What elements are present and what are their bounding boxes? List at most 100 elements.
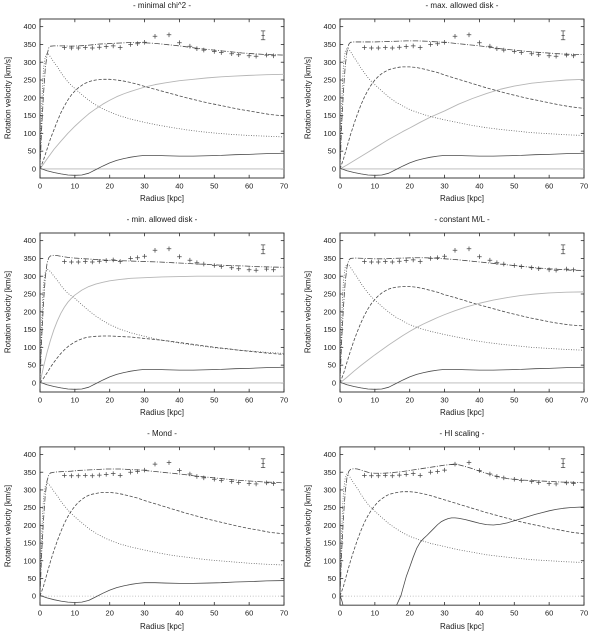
x-tick-label: 30 <box>440 396 448 405</box>
x-axis-label: Radius [kpc] <box>439 408 485 417</box>
series-total-model <box>40 254 284 383</box>
panel-mond: - Mond - Rotation velocity [km/s] 0 10 20 3… <box>0 428 300 641</box>
y-tick-label: 200 <box>23 93 36 102</box>
x-tick-label: 70 <box>580 182 588 191</box>
x-tick-label: 50 <box>210 182 218 191</box>
series-halo <box>340 291 584 384</box>
series-disk <box>40 492 284 597</box>
series-gas <box>40 580 284 603</box>
series-bulge <box>340 473 584 597</box>
panel-title: - minimal chi^2 - <box>133 1 191 10</box>
x-tick-label: 50 <box>510 609 518 618</box>
error-bar <box>260 458 266 468</box>
y-tick-label: 0 <box>332 592 336 601</box>
y-tick-label: 250 <box>24 503 36 512</box>
y-tick-label: 350 <box>24 468 36 477</box>
x-tick-label: 40 <box>475 396 483 405</box>
x-tick-label: 70 <box>580 609 588 618</box>
series-observed-data <box>362 32 576 59</box>
series-disk <box>340 491 584 597</box>
y-tick-label: 150 <box>324 539 336 548</box>
x-tick-label: 30 <box>140 396 148 405</box>
x-axis-label: Radius [kpc] <box>439 622 485 631</box>
x-axis-label: Radius [kpc] <box>139 408 185 417</box>
plot-frame <box>39 232 285 393</box>
x-tick-label: 60 <box>245 609 253 618</box>
series-bulge <box>340 263 584 383</box>
plot-frame <box>339 446 585 606</box>
series-observed-data <box>362 246 576 273</box>
panel-min-allowed-disk: - min. allowed disk - Rotation velocity … <box>0 214 300 428</box>
y-tick-label: 200 <box>323 93 336 102</box>
x-tick-label: 60 <box>245 182 253 191</box>
plot-canvas-minimal-chi2: 0 10 20 30 40 50 60 70 0 50 100 150 200 250 300 350 400 <box>23 18 288 191</box>
y-tick-label: 100 <box>23 343 36 352</box>
y-tick-label: 100 <box>324 556 336 565</box>
x-tick-label: 50 <box>210 609 218 618</box>
series-gas <box>340 366 584 390</box>
panel-title: - max. allowed disk - <box>425 1 499 10</box>
x-tick-label: 60 <box>545 396 553 405</box>
x-axis-label: Radius [kpc] <box>439 194 485 203</box>
panel-title: - HI scaling - <box>439 429 485 438</box>
x-tick-label: 10 <box>71 182 79 191</box>
plot-canvas-max-allowed-disk: 0 10 20 30 40 50 60 70 0 50 100 150 200 250 300 350 400 <box>323 18 588 191</box>
series-disk <box>340 66 584 170</box>
series-halo <box>40 73 284 170</box>
x-tick-label: 70 <box>580 396 588 405</box>
x-tick-label: 20 <box>106 182 114 191</box>
x-tick-label: 10 <box>71 609 79 618</box>
y-tick-label: 250 <box>323 290 336 299</box>
x-tick-label: 10 <box>371 396 379 405</box>
series-halo <box>340 78 584 170</box>
y-tick-label: 50 <box>28 147 36 156</box>
panel-title: - min. allowed disk - <box>126 215 198 224</box>
y-tick-label: 150 <box>24 539 36 548</box>
panel-minimal-chi2: - minimal chi^2 - Rotation velocity [km/… <box>0 0 300 214</box>
series-gas <box>40 366 284 390</box>
y-tick-label: 100 <box>323 129 336 138</box>
x-tick-label: 30 <box>440 609 448 618</box>
series-observed-data <box>62 246 276 273</box>
error-bar <box>260 244 266 255</box>
series-total-model <box>340 464 584 597</box>
plot-canvas-constant-ml: 0 10 20 30 40 50 60 70 0 50 100 150 200 250 300 350 400 <box>323 232 588 405</box>
error-bar <box>560 244 566 255</box>
y-tick-label: 350 <box>324 468 336 477</box>
x-tick-label: 60 <box>545 182 553 191</box>
plot-canvas-mond: 0 10 20 30 40 50 60 70 0 50 100 150 200 250 300 350 400 <box>24 446 288 618</box>
y-tick-label: 350 <box>23 254 36 263</box>
y-tick-label: 0 <box>32 592 36 601</box>
x-tick-label: 10 <box>71 396 79 405</box>
y-tick-label: 50 <box>328 361 336 370</box>
series-bulge <box>40 482 284 597</box>
panel-hi-scaling: - HI scaling - Rotation velocity [km/s] … <box>300 428 600 641</box>
y-tick-label: 400 <box>324 450 336 459</box>
y-tick-label: 150 <box>323 111 336 120</box>
x-tick-label: 0 <box>338 609 342 618</box>
x-tick-label: 0 <box>38 609 42 618</box>
y-tick-label: 300 <box>324 486 336 495</box>
y-tick-label: 300 <box>24 486 36 495</box>
series-disk <box>40 78 284 170</box>
plot-canvas-min-allowed-disk: 0 10 20 30 40 50 60 70 0 50 100 150 200 250 300 350 400 <box>23 232 288 405</box>
y-tick-label: 250 <box>323 76 336 85</box>
series-observed-data <box>62 460 276 487</box>
y-tick-label: 250 <box>324 503 336 512</box>
series-observed-data <box>62 32 276 59</box>
series-total-model <box>340 40 584 169</box>
x-axis-label: Radius [kpc] <box>139 194 185 203</box>
plot-canvas-hi-scaling: 0 10 20 30 40 50 60 70 0 50 100 150 200 250 300 350 400 <box>324 446 588 618</box>
y-tick-label: 100 <box>24 556 36 565</box>
y-tick-label: 150 <box>323 325 336 334</box>
x-tick-label: 30 <box>140 609 148 618</box>
y-tick-label: 250 <box>23 290 36 299</box>
x-tick-label: 20 <box>106 396 114 405</box>
series-gas <box>340 152 584 176</box>
y-tick-label: 150 <box>23 111 36 120</box>
y-tick-label: 0 <box>332 379 336 388</box>
y-tick-label: 200 <box>323 307 336 316</box>
x-tick-label: 60 <box>245 396 253 405</box>
x-tick-label: 70 <box>280 182 288 191</box>
series-total-model <box>340 257 584 383</box>
